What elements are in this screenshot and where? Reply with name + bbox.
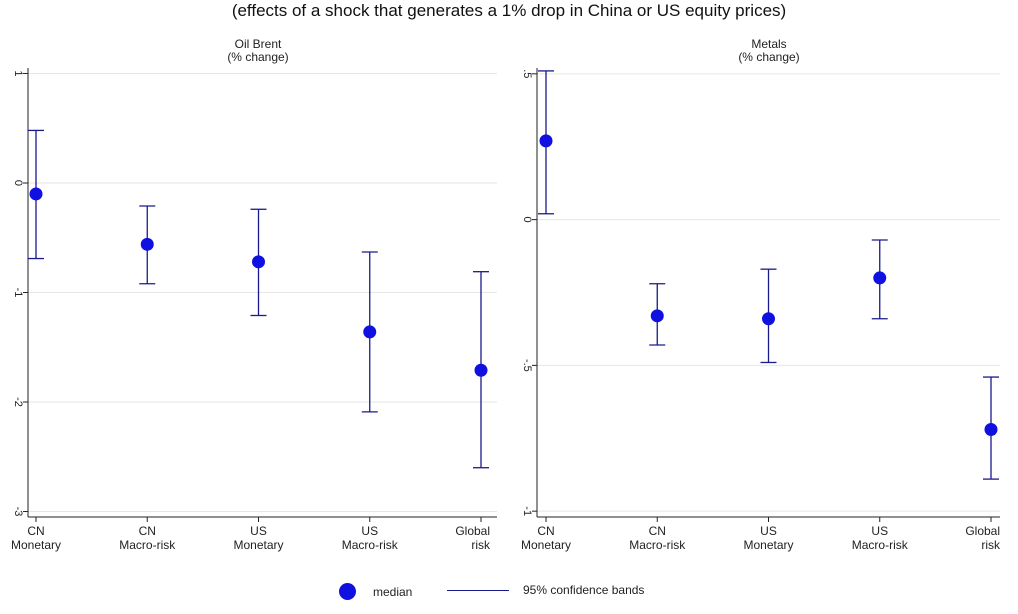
panel-1-xtick-label: Global bbox=[455, 524, 490, 538]
panel-1-ytick-label: -1 bbox=[12, 288, 24, 298]
legend-item-median: median bbox=[339, 583, 412, 600]
panel-2-ytick-label: 0 bbox=[521, 217, 533, 223]
panel-2-xtick-label: Macro-risk bbox=[852, 538, 909, 552]
panel-2-ytick-label: -.5 bbox=[521, 359, 533, 372]
panel-2-xtick-label: Macro-risk bbox=[629, 538, 686, 552]
panel-1-median-point-2 bbox=[140, 237, 154, 251]
panel-1-xtick-label: US bbox=[250, 524, 267, 538]
panel-2-median-point-1 bbox=[539, 134, 553, 148]
panel-2-title: Metals bbox=[751, 37, 786, 51]
panel-2-xtick-label: Monetary bbox=[743, 538, 793, 552]
panel-2-xtick-label: Monetary bbox=[521, 538, 571, 552]
panel-2-xtick-label: US bbox=[760, 524, 777, 538]
panel-1-median-point-5 bbox=[474, 363, 488, 377]
panel-1-xtick-label: CN bbox=[27, 524, 44, 538]
panel-1-xtick-label: Macro-risk bbox=[119, 538, 176, 552]
panel-1-xtick-label: US bbox=[361, 524, 378, 538]
panel-1-ytick-label: -2 bbox=[12, 397, 24, 407]
legend: median 95% confidence bands bbox=[0, 583, 1018, 605]
legend-bands-label: 95% confidence bands bbox=[523, 583, 645, 597]
panel-1-xtick-label: risk bbox=[471, 538, 491, 552]
panel-2-median-point-5 bbox=[984, 423, 998, 437]
panel-1-title: Oil Brent bbox=[235, 37, 282, 51]
legend-bands-line bbox=[447, 589, 509, 591]
panel-2-median-point-4 bbox=[873, 271, 887, 285]
panel-2-xtick-label: risk bbox=[981, 538, 1001, 552]
panel-1-xtick-label: Macro-risk bbox=[342, 538, 399, 552]
panel-1-ytick-label: -3 bbox=[12, 507, 24, 517]
legend-median-label: median bbox=[373, 584, 413, 599]
panel-2-ytick-label: .5 bbox=[521, 69, 533, 78]
figure-title: (effects of a shock that generates a 1% … bbox=[231, 1, 787, 20]
panel-2-xtick-label: CN bbox=[649, 524, 666, 538]
legend-median-marker bbox=[339, 583, 356, 600]
panel-2-median-point-3 bbox=[762, 312, 775, 326]
charts-canvas: Oil Brent(% change)10-1-2-3CNMonetaryCNM… bbox=[11, 37, 1001, 552]
panel-2-xtick-label: Global bbox=[965, 524, 1000, 538]
panel-1-median-point-4 bbox=[363, 325, 377, 339]
legend-item-bands: 95% confidence bands bbox=[447, 583, 644, 597]
panel-1-xtick-label: Monetary bbox=[11, 538, 61, 552]
panel-2-xtick-label: CN bbox=[537, 524, 554, 538]
panel-1-median-point-3 bbox=[252, 255, 265, 269]
panel-1-subtitle: (% change) bbox=[227, 50, 288, 64]
panel-2-median-point-2 bbox=[650, 309, 664, 323]
panel-2-xtick-label: US bbox=[871, 524, 888, 538]
panel-1-xtick-label: Monetary bbox=[233, 538, 283, 552]
panel-1-ytick-label: 0 bbox=[12, 180, 24, 186]
panel-1-ytick-label: 1 bbox=[12, 70, 24, 76]
panel-1-xtick-label: CN bbox=[139, 524, 156, 538]
panel-1-median-point-1 bbox=[29, 187, 43, 201]
panel-2-ytick-label: -1 bbox=[521, 506, 533, 516]
panel-2-subtitle: (% change) bbox=[738, 50, 799, 64]
